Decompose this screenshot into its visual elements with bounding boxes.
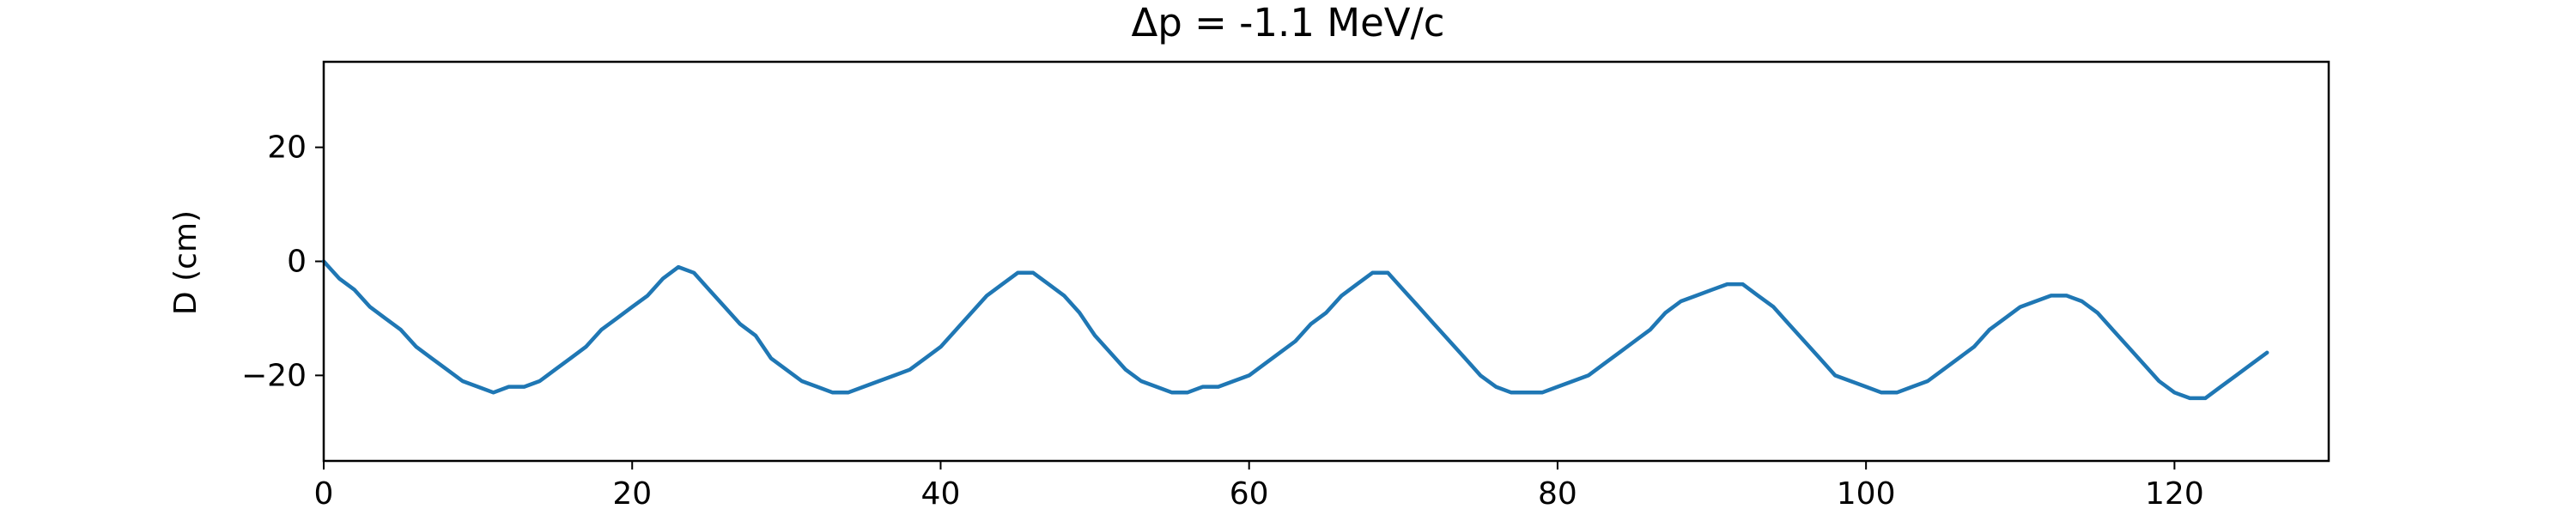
series-line (321, 259, 2269, 401)
x-tick-label: 120 (2145, 476, 2204, 512)
y-tick-label: 0 (287, 245, 307, 280)
x-tick-label: 60 (1230, 476, 1269, 512)
y-axis-label: D (cm) (168, 210, 204, 315)
x-tick-label: 80 (1538, 476, 1577, 512)
x-tick-label: 0 (314, 476, 334, 512)
y-tick-label: −20 (241, 358, 307, 393)
plot-frame (322, 60, 2330, 463)
y-axis-ticks: −20 0 20 (241, 130, 324, 393)
x-tick-label: 100 (1837, 476, 1896, 512)
y-tick-label: 20 (267, 130, 307, 166)
chart-title: Δp = -1.1 MeV/c (1132, 0, 1445, 45)
x-tick-label: 40 (921, 476, 961, 512)
x-axis-ticks: 0 20 40 60 80 100 120 (314, 461, 2204, 512)
x-tick-label: 20 (612, 476, 652, 512)
